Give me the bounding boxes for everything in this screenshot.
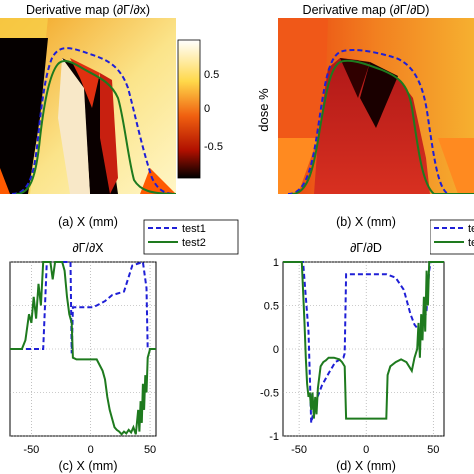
colorbar-tick: -0.5 (204, 141, 223, 153)
line-chart-c: ∂Γ/∂X (c) X (mm) -50 0 50 test1 test2 (9, 219, 239, 473)
chart-title: ∂Γ/∂X (72, 241, 104, 255)
dose-axis-label: dose % (256, 88, 271, 132)
heatmap-right-caption: (b) X (mm) (336, 215, 396, 229)
legend: test1 test2 (143, 219, 239, 255)
series-line-test2 (10, 261, 156, 436)
colorbar-tick: 0.5 (204, 69, 219, 81)
y-tick-label: 1 (273, 257, 279, 269)
heatmap-left-caption: (a) X (mm) (58, 215, 118, 229)
chart-title: ∂Γ/∂D (350, 241, 382, 255)
contour-test1 (11, 47, 176, 194)
legend-label: test2 (182, 237, 206, 249)
x-tick-label: 50 (144, 444, 156, 456)
colorbar-tick: 0 (204, 103, 210, 115)
chart-caption: (c) X (mm) (58, 459, 117, 473)
series-line-test2 (283, 261, 444, 420)
legend: tes tes (430, 219, 474, 255)
legend-label: tes (468, 223, 474, 235)
legend-label: test1 (182, 223, 206, 235)
line-chart-d: ∂Γ/∂D (d) X (mm) -50 0 50 1 0.5 0 -0.5 -1 tes tes (260, 219, 474, 473)
legend-box (430, 219, 474, 255)
y-tick-label: -0.5 (260, 388, 279, 400)
chart-caption: (d) X (mm) (336, 459, 396, 473)
y-tick-label: 0.5 (264, 301, 279, 313)
y-tick-label: 0 (273, 344, 279, 356)
colorbar-gradient (177, 39, 201, 179)
x-tick-label: 50 (427, 444, 439, 456)
x-tick-label: -50 (23, 444, 39, 456)
y-tick-label: -1 (269, 431, 279, 443)
legend-box (143, 219, 239, 255)
x-tick-label: 0 (363, 444, 369, 456)
heatmap-right: Derivative map (∂Γ/∂D) dose % (b) X (mm) (256, 3, 474, 229)
heatmap-right-title: Derivative map (∂Γ/∂D) (303, 3, 430, 17)
heatmap-left: Derivative map (∂Γ/∂x) (a) X (mm) (0, 3, 176, 229)
contour-test2 (15, 60, 176, 194)
legend-label: tes (468, 237, 474, 249)
heatmap-left-title: Derivative map (∂Γ/∂x) (26, 3, 150, 17)
x-tick-label: -50 (291, 444, 307, 456)
x-tick-label: 0 (88, 444, 94, 456)
contour-test2 (291, 59, 474, 194)
colorbar: 0.5 0 -0.5 (177, 39, 223, 179)
